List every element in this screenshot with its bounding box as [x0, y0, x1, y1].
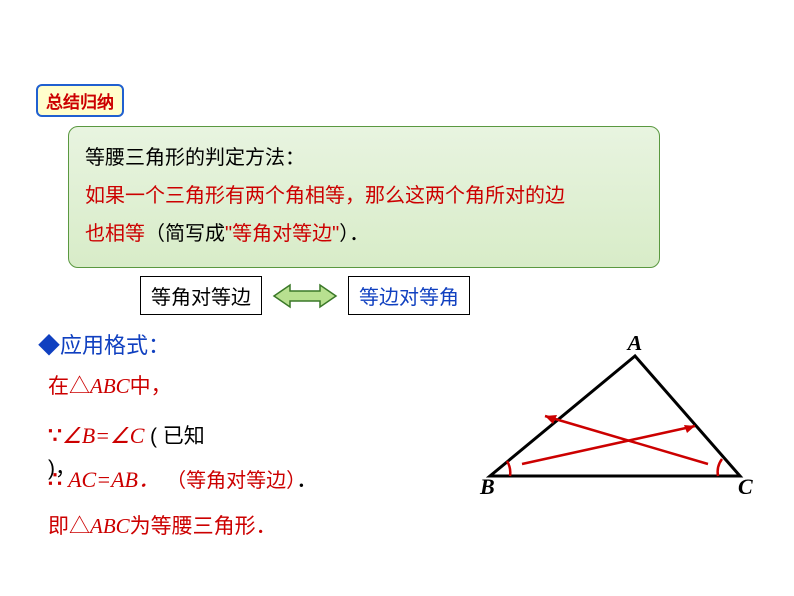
- known-text: 已知: [163, 425, 205, 448]
- theorem-black-2: ）．: [339, 223, 369, 245]
- line1-abc: ABC: [90, 374, 130, 398]
- cross-line-1: [522, 426, 695, 464]
- application-format-heading: ◆应用格式：: [38, 328, 170, 360]
- arrow-shape: [274, 285, 336, 307]
- summary-badge: 总结归纳: [36, 84, 124, 117]
- b-eq: B=: [82, 423, 110, 448]
- label-c: C: [738, 474, 753, 499]
- reason-text: （等角对等边）: [166, 470, 296, 492]
- arrowhead-1: [684, 425, 695, 433]
- double-arrow-icon: [272, 282, 338, 310]
- line1-post: 中，: [130, 375, 172, 398]
- ac-ab: AC=AB．: [68, 467, 160, 492]
- line4-pre: 即△: [48, 515, 90, 538]
- cross-line-2: [545, 416, 708, 464]
- therefore-symbol: ∴: [48, 467, 68, 492]
- proof-line-1: 在△ABC中，: [48, 370, 172, 400]
- angle-2: ∠: [110, 423, 130, 448]
- angle-1: ∠: [62, 423, 82, 448]
- theorem-box: 等腰三角形的判定方法： 如果一个三角形有两个角相等，那么这两个角所对的边 也相等…: [68, 126, 660, 268]
- theorem-title: 等腰三角形的判定方法：: [85, 139, 643, 177]
- proof-line-2: ∵∠B=∠C ( 已知: [48, 420, 205, 450]
- line4-abc: ABC: [90, 514, 130, 538]
- proof-line-3: ∴ AC=AB． （等角对等边）．: [48, 462, 318, 494]
- diamond-icon: ◆: [38, 333, 60, 358]
- line1-pre: 在△: [48, 375, 90, 398]
- proof-line-4: 即△ABC为等腰三角形．: [48, 510, 277, 540]
- arc-b: [507, 461, 510, 476]
- triangle-shape: [490, 356, 740, 476]
- relation-right-box: 等边对等角: [348, 276, 470, 315]
- known-open: (: [150, 425, 163, 448]
- because-symbol: ∵: [48, 423, 62, 448]
- c-text: C: [130, 423, 150, 448]
- theorem-line-1: 如果一个三角形有两个角相等，那么这两个角所对的边: [85, 185, 565, 207]
- relation-left-box: 等角对等边: [140, 276, 262, 315]
- period: ．: [296, 467, 318, 492]
- theorem-red-3: "等角对等边": [225, 223, 339, 245]
- arc-c: [718, 459, 722, 476]
- triangle-diagram: A B C: [460, 336, 760, 506]
- label-a: A: [626, 336, 643, 355]
- app-format-text: 应用格式：: [60, 333, 170, 358]
- line4-post: 为等腰三角形．: [130, 515, 277, 538]
- relation-row: 等角对等边 等边对等角: [140, 276, 470, 315]
- theorem-black-1: （简写成: [145, 223, 225, 245]
- label-b: B: [479, 474, 495, 499]
- theorem-red-2: 也相等: [85, 223, 145, 245]
